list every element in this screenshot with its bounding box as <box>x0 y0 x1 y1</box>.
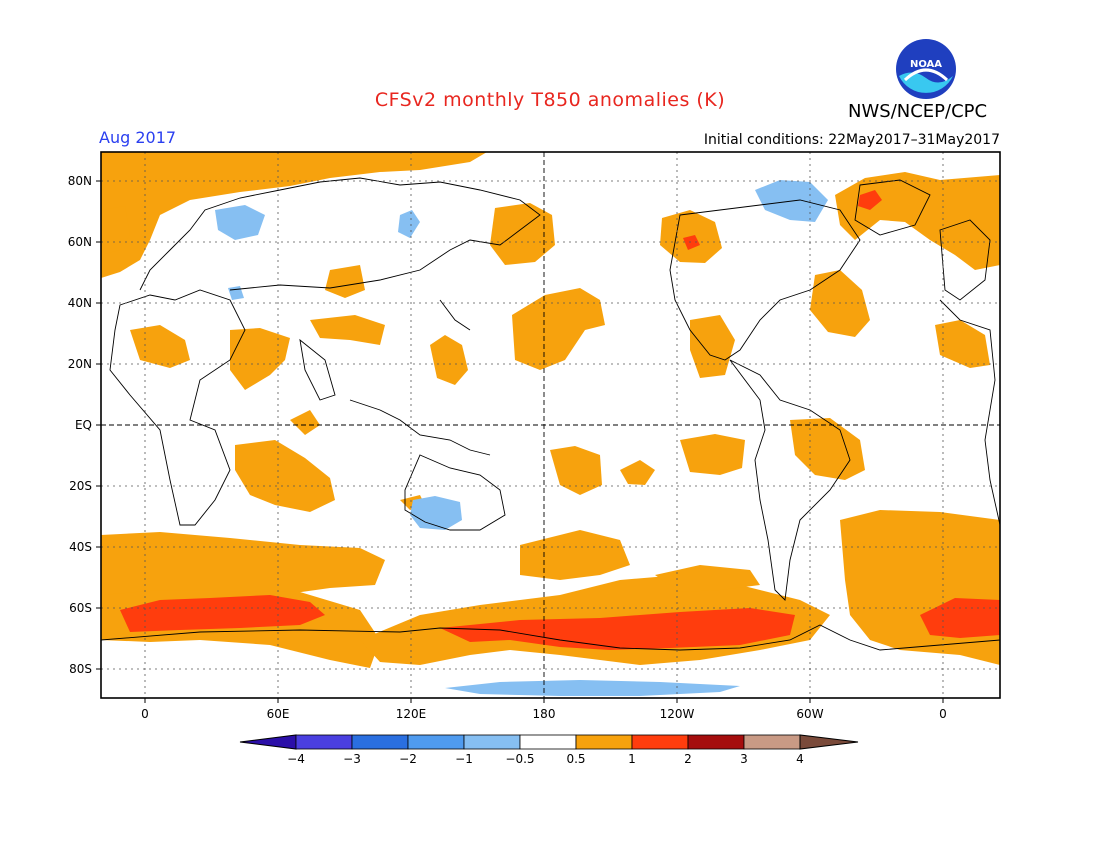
legend-arrow-low <box>239 734 297 750</box>
lon-label: 180 <box>533 707 556 721</box>
lat-label: 40S <box>69 540 92 554</box>
legend-tick: 0.5 <box>566 752 585 766</box>
legend-tick: 4 <box>796 752 804 766</box>
legend-tick: 1 <box>628 752 636 766</box>
map-title: CFSv2 monthly T850 anomalies (K) <box>374 89 726 111</box>
longitude-labels: 0 60E 120E 180 120W 60W 0 <box>141 707 947 721</box>
legend-swatch <box>631 734 689 750</box>
lon-label: 120E <box>396 707 427 721</box>
coastlines <box>100 177 1001 651</box>
lat-label: EQ <box>75 418 92 432</box>
noaa-logo: NOAA <box>896 39 956 99</box>
legend-swatch <box>351 734 409 750</box>
organization-label: NWS/NCEP/CPC <box>848 101 988 122</box>
lat-label: 20S <box>69 479 92 493</box>
legend-swatch <box>463 734 521 750</box>
initial-conditions: Initial conditions: 22May2017–31May2017 <box>703 132 1000 148</box>
legend-swatch <box>295 734 353 750</box>
lon-label: 0 <box>141 707 149 721</box>
lat-label: 80N <box>68 174 92 188</box>
legend-tick: −0.5 <box>505 752 534 766</box>
legend-swatch <box>519 734 577 750</box>
legend-swatch <box>575 734 633 750</box>
lat-label: 40N <box>68 296 92 310</box>
legend-swatch <box>687 734 745 750</box>
legend-swatch <box>743 734 801 750</box>
legend-arrow-high <box>799 734 859 750</box>
latitude-labels: 80N 60N 40N 20N EQ 20S 40S 60S 80S <box>68 174 92 676</box>
legend-tick-labels: −4 −3 −2 −1 −0.5 0.5 1 2 3 4 <box>287 752 804 766</box>
legend-tick: −2 <box>399 752 417 766</box>
lat-label: 60S <box>69 601 92 615</box>
noaa-logo-text: NOAA <box>910 59 942 70</box>
lat-label: 80S <box>69 662 92 676</box>
gridlines <box>101 152 1000 698</box>
legend-tick: −3 <box>343 752 361 766</box>
legend-tick: 3 <box>740 752 748 766</box>
legend-tick: −1 <box>455 752 473 766</box>
legend-swatch <box>407 734 465 750</box>
lat-label: 60N <box>68 235 92 249</box>
forecast-month: Aug 2017 <box>99 128 177 147</box>
lon-label: 120W <box>660 707 695 721</box>
lon-label: 60W <box>796 707 823 721</box>
legend-tick: −4 <box>287 752 305 766</box>
anomaly-fields <box>101 152 1000 696</box>
lat-label: 20N <box>68 357 92 371</box>
legend-tick: 2 <box>684 752 692 766</box>
reference-lines <box>101 152 1000 698</box>
color-legend <box>239 734 859 750</box>
lon-label: 0 <box>939 707 947 721</box>
tick-marks <box>96 180 944 703</box>
lon-label: 60E <box>267 707 290 721</box>
